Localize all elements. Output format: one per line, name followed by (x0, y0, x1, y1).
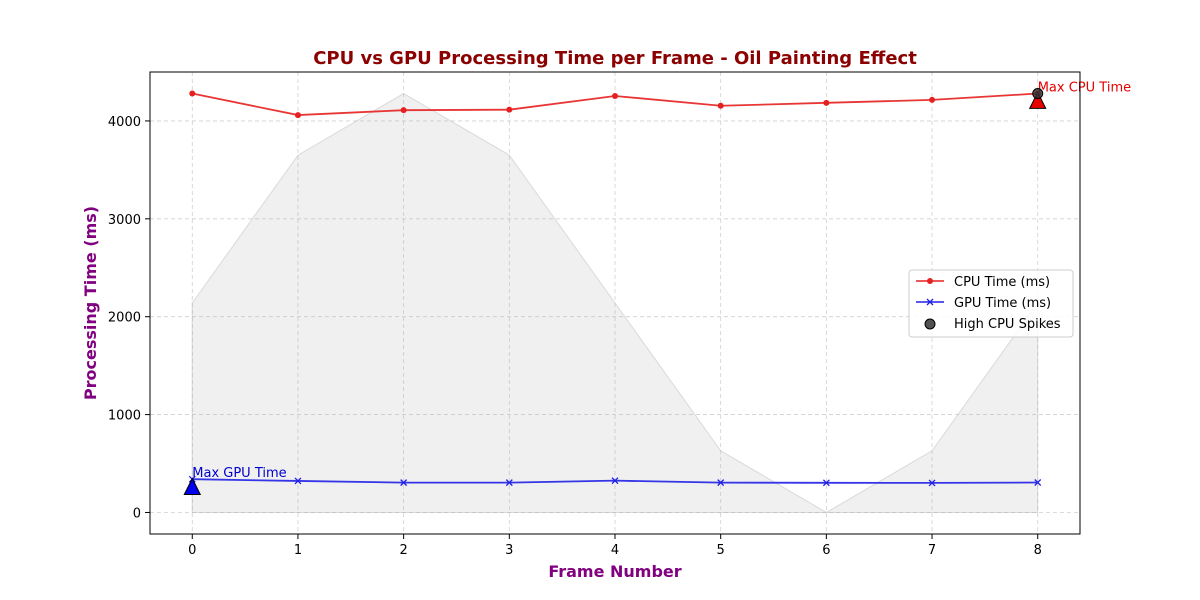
series-point-1 (928, 479, 936, 487)
x-tick-label: 8 (1034, 543, 1042, 558)
spike-point (1032, 88, 1044, 100)
series-layer (188, 90, 1042, 487)
series-point-1 (400, 479, 408, 487)
annotation-marker-0 (1028, 91, 1047, 109)
series-point-1 (717, 479, 725, 487)
y-tick-label: 3000 (108, 213, 141, 228)
series-point-0 (294, 112, 301, 119)
series-point-0 (929, 96, 936, 103)
annotation-marker-1 (183, 477, 202, 496)
y-tick-label: 2000 (108, 311, 141, 326)
tick-layer: 0 1 2 3 4 5 6 7 8 0 1000 2000 3000 4000 (108, 115, 1042, 558)
annotation-layer: Max CPU Time Max GPU Time (183, 81, 1131, 496)
x-tick-label: 5 (717, 543, 725, 558)
y-tick-label: 1000 (108, 409, 141, 424)
x-tick-label: 4 (611, 543, 619, 558)
legend: CPU Time (ms) GPU Time (ms) High CPU Spi… (908, 269, 1074, 338)
legend-cpu-marker (927, 278, 933, 284)
series-point-0 (506, 106, 513, 113)
legend-cpu-label: CPU Time (ms) (954, 275, 1050, 290)
grid-layer (150, 72, 1080, 534)
series-point-0 (400, 107, 407, 114)
legend-box (908, 269, 1074, 338)
series-point-1 (294, 477, 302, 485)
x-tick-label: 3 (505, 543, 513, 558)
series-point-0 (189, 90, 196, 97)
annotation-label-0: Max CPU Time (1038, 81, 1131, 96)
x-tick-label: 0 (188, 543, 196, 558)
x-tick-label: 2 (399, 543, 407, 558)
series-point-1 (822, 479, 830, 487)
series-point-0 (823, 99, 830, 106)
legend-gpu-x-mark (926, 298, 934, 306)
chart-title: CPU vs GPU Processing Time per Frame - O… (313, 48, 917, 69)
x-tick-label: 6 (822, 543, 830, 558)
legend-gpu-label: GPU Time (ms) (954, 296, 1051, 311)
y-tick-label: 4000 (108, 115, 141, 130)
x-tick-label: 1 (294, 543, 302, 558)
series-point-1 (1034, 479, 1042, 486)
series-point-1 (611, 477, 619, 485)
x-axis-label: Frame Number (548, 562, 681, 581)
y-tick-label: 0 (133, 506, 141, 521)
annotation-label-1: Max GPU Time (192, 466, 286, 481)
y-axis-label: Processing Time (ms) (81, 206, 100, 400)
legend-spike-marker (924, 318, 936, 330)
series-point-1 (505, 479, 513, 487)
legend-gpu-marker (926, 298, 934, 306)
series-point-0 (717, 102, 724, 109)
series-point-0 (612, 92, 618, 99)
legend-spike-label: High CPU Spikes (954, 317, 1061, 332)
x-tick-label: 7 (928, 543, 936, 558)
